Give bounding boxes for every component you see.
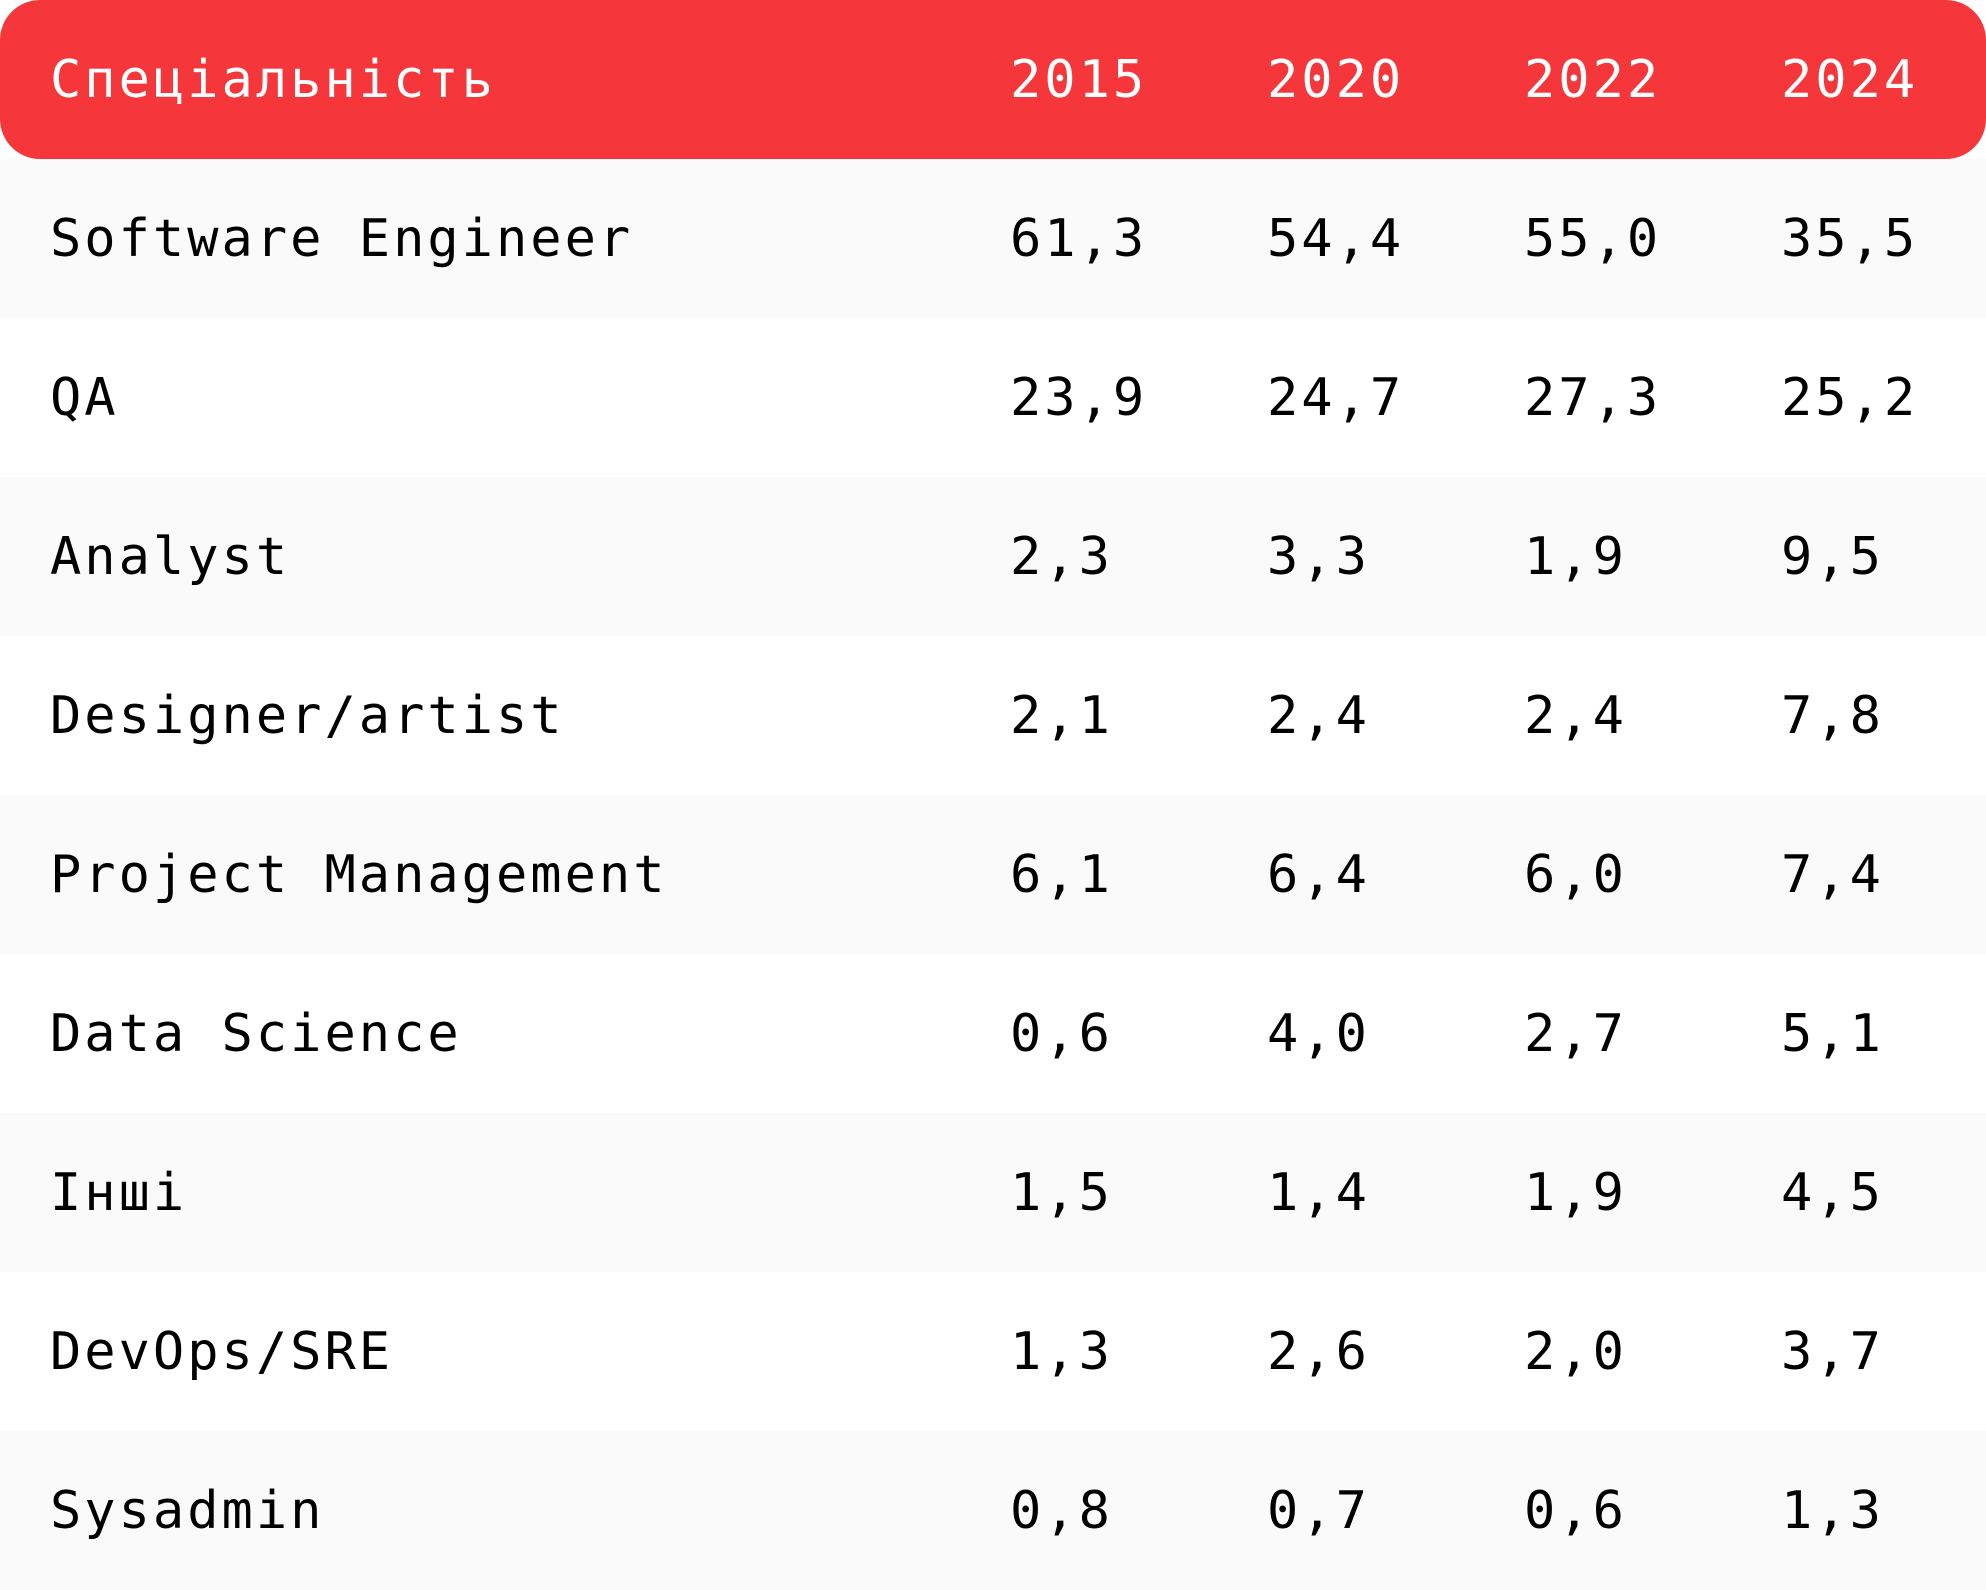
row-label-cell: Інші	[50, 1162, 188, 1223]
value-cell-year-2015: 1,5	[1010, 1162, 1113, 1223]
value-cell-year-2015: 0,8	[1010, 1480, 1113, 1541]
value-cell-year-2022: 0,6	[1524, 1480, 1627, 1541]
header-cell-year-2020: 2020	[1267, 49, 1405, 110]
value-cell-year-2024: 3,7	[1781, 1321, 1884, 1382]
value-cell-year-2015: 6,1	[1010, 844, 1113, 905]
value-cell-year-2022: 2,7	[1524, 1003, 1627, 1064]
value-cell-year-2020: 2,6	[1267, 1321, 1370, 1382]
table-row: Designer/artist 2,1 2,4 2,4 7,8	[0, 636, 1986, 795]
value-cell-year-2020: 6,4	[1267, 844, 1370, 905]
table-row: Data Science 0,6 4,0 2,7 5,1	[0, 954, 1986, 1113]
row-label-cell: Analyst	[50, 526, 291, 587]
header-cell-year-2015: 2015	[1010, 49, 1148, 110]
value-cell-year-2024: 9,5	[1781, 526, 1884, 587]
value-cell-year-2020: 3,3	[1267, 526, 1370, 587]
value-cell-year-2024: 7,4	[1781, 844, 1884, 905]
value-cell-year-2015: 61,3	[1010, 208, 1148, 269]
value-cell-year-2022: 27,3	[1524, 367, 1662, 428]
table-row: Sysadmin 0,8 0,7 0,6 1,3	[0, 1431, 1986, 1590]
value-cell-year-2020: 2,4	[1267, 685, 1370, 746]
value-cell-year-2024: 7,8	[1781, 685, 1884, 746]
value-cell-year-2020: 54,4	[1267, 208, 1405, 269]
value-cell-year-2024: 35,5	[1781, 208, 1919, 269]
table-row: Software Engineer 61,3 54,4 55,0 35,5	[0, 159, 1986, 318]
value-cell-year-2024: 1,3	[1781, 1480, 1884, 1541]
value-cell-year-2015: 2,3	[1010, 526, 1113, 587]
row-label-cell: Designer/artist	[50, 685, 565, 746]
value-cell-year-2022: 1,9	[1524, 1162, 1627, 1223]
row-label-cell: DevOps/SRE	[50, 1321, 394, 1382]
value-cell-year-2022: 55,0	[1524, 208, 1662, 269]
table-row: Інші 1,5 1,4 1,9 4,5	[0, 1113, 1986, 1272]
header-cell-year-2022: 2022	[1524, 49, 1662, 110]
value-cell-year-2024: 5,1	[1781, 1003, 1884, 1064]
table-row: DevOps/SRE 1,3 2,6 2,0 3,7	[0, 1272, 1986, 1431]
table-header-row: Спеціальність 2015 2020 2022 2024	[0, 0, 1986, 159]
value-cell-year-2022: 2,4	[1524, 685, 1627, 746]
value-cell-year-2015: 0,6	[1010, 1003, 1113, 1064]
table-row: Project Management 6,1 6,4 6,0 7,4	[0, 795, 1986, 954]
row-label-cell: Sysadmin	[50, 1480, 325, 1541]
table-row: Analyst 2,3 3,3 1,9 9,5	[0, 477, 1986, 636]
value-cell-year-2020: 4,0	[1267, 1003, 1370, 1064]
value-cell-year-2020: 1,4	[1267, 1162, 1370, 1223]
value-cell-year-2020: 24,7	[1267, 367, 1405, 428]
value-cell-year-2024: 25,2	[1781, 367, 1919, 428]
value-cell-year-2015: 1,3	[1010, 1321, 1113, 1382]
header-cell-year-2024: 2024	[1781, 49, 1919, 110]
value-cell-year-2024: 4,5	[1781, 1162, 1884, 1223]
value-cell-year-2022: 2,0	[1524, 1321, 1627, 1382]
value-cell-year-2022: 1,9	[1524, 526, 1627, 587]
value-cell-year-2015: 2,1	[1010, 685, 1113, 746]
header-cell-specialty: Спеціальність	[50, 49, 496, 110]
row-label-cell: Project Management	[50, 844, 668, 905]
value-cell-year-2022: 6,0	[1524, 844, 1627, 905]
value-cell-year-2015: 23,9	[1010, 367, 1148, 428]
value-cell-year-2020: 0,7	[1267, 1480, 1370, 1541]
row-label-cell: QA	[50, 367, 119, 428]
table-row: QA 23,9 24,7 27,3 25,2	[0, 318, 1986, 477]
row-label-cell: Software Engineer	[50, 208, 634, 269]
row-label-cell: Data Science	[50, 1003, 462, 1064]
